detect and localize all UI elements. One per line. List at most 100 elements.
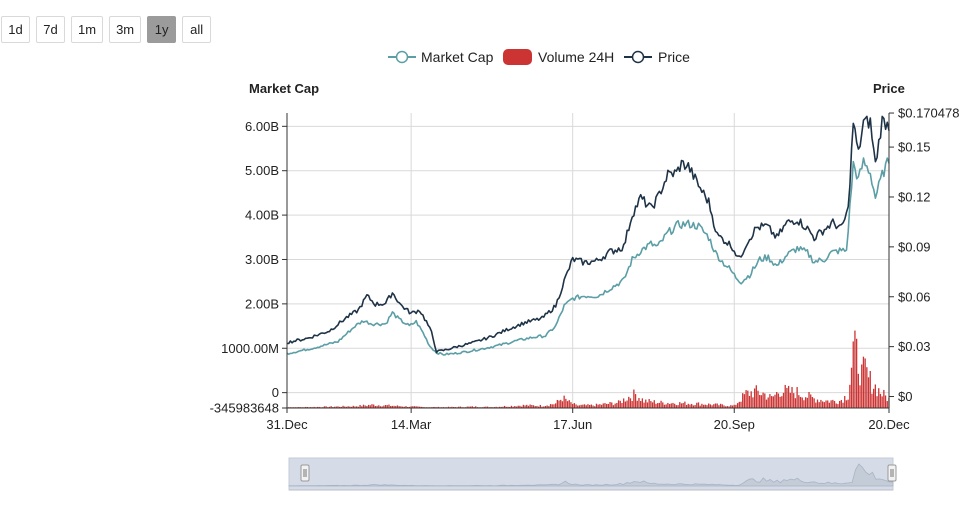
volume-bars xyxy=(286,330,890,408)
legend-item-volume[interactable]: Volume 24H xyxy=(503,49,614,65)
navigator-handle-right[interactable] xyxy=(887,464,897,482)
volume-bar xyxy=(469,406,472,408)
volume-bar xyxy=(714,403,717,408)
range-button-1y[interactable]: 1y xyxy=(147,16,177,43)
volume-bar xyxy=(333,406,336,408)
range-button-3m[interactable]: 3m xyxy=(109,16,142,43)
volume-bar xyxy=(643,402,645,408)
volume-bar xyxy=(379,406,382,408)
volume-bar xyxy=(536,405,538,408)
range-button-1d[interactable]: 1d xyxy=(1,16,30,43)
volume-bar xyxy=(306,406,309,408)
volume-bar xyxy=(663,404,666,408)
volume-bar xyxy=(352,405,354,408)
range-button-7d[interactable]: 7d xyxy=(36,16,65,43)
volume-bar xyxy=(364,405,366,408)
volume-bar xyxy=(524,405,526,408)
volume-bar xyxy=(718,405,720,408)
volume-bar xyxy=(434,406,436,408)
volume-bar xyxy=(762,392,764,408)
volume-bar xyxy=(872,388,875,408)
x-axis-ticks: 31.Dec 14.Mar 17.Jun 20.Sep 20.Dec xyxy=(266,408,910,432)
volume-bar xyxy=(626,400,628,408)
volume-bar xyxy=(871,393,873,408)
volume-bar xyxy=(646,402,649,408)
volume-bar xyxy=(721,404,723,408)
volume-bar xyxy=(539,404,541,408)
volume-bar xyxy=(738,401,740,408)
volume-bar xyxy=(804,397,807,408)
volume-bar xyxy=(706,405,708,408)
volume-bar xyxy=(813,398,815,408)
legend-label-volume: Volume 24H xyxy=(538,49,614,65)
volume-bar xyxy=(582,404,584,408)
volume-bar xyxy=(886,401,888,408)
volume-bar xyxy=(745,390,747,408)
range-button-all[interactable]: all xyxy=(182,16,212,43)
volume-bar xyxy=(835,403,837,408)
volume-bar xyxy=(566,401,569,408)
volume-bar xyxy=(376,405,378,408)
volume-bar xyxy=(560,399,562,408)
volume-bar xyxy=(614,403,616,408)
volume-bar xyxy=(577,405,579,408)
legend-label-market-cap: Market Cap xyxy=(421,49,494,65)
volume-bar xyxy=(359,404,361,408)
volume-bar xyxy=(869,370,871,408)
volume-bar xyxy=(852,341,854,408)
volume-bar xyxy=(502,406,504,408)
volume-bar xyxy=(757,390,759,408)
volume-bar xyxy=(881,396,883,408)
volume-bar xyxy=(832,399,834,408)
volume-bar xyxy=(616,403,618,408)
volume-bar xyxy=(503,405,506,408)
volume-bar xyxy=(874,384,876,408)
volume-bar xyxy=(514,406,516,408)
volume-bar xyxy=(403,406,405,408)
volume-bar xyxy=(640,401,642,408)
volume-bar xyxy=(350,406,353,408)
volume-bar xyxy=(543,406,545,408)
volume-bar xyxy=(398,406,400,408)
volume-bar xyxy=(764,393,766,408)
volume-bar xyxy=(866,367,868,408)
right-axis-title: Price xyxy=(873,81,905,96)
right-axis-ticks: $0 $0.03 $0.06 $0.09 $0.12 $0.15 $0.170478 xyxy=(889,106,959,404)
volume-bar xyxy=(793,393,795,408)
volume-bar xyxy=(571,403,574,408)
volume-bar xyxy=(692,405,695,408)
volume-bar xyxy=(551,404,553,408)
legend-item-market-cap[interactable]: Market Cap xyxy=(388,49,494,65)
volume-bar xyxy=(794,398,797,408)
range-button-1m[interactable]: 1m xyxy=(71,16,104,43)
volume-bar xyxy=(803,400,805,408)
navigator[interactable] xyxy=(288,457,897,491)
legend-item-price[interactable]: Price xyxy=(624,49,690,65)
volume-bar xyxy=(854,330,856,408)
volume-bar xyxy=(361,406,363,408)
volume-bar xyxy=(779,396,781,408)
volume-bar xyxy=(864,358,866,408)
volume-bar xyxy=(604,403,606,408)
volume-bar xyxy=(534,406,536,408)
volume-bar xyxy=(765,399,768,408)
volume-bar xyxy=(408,406,411,408)
navigator-handle-left[interactable] xyxy=(300,464,310,482)
volume-bar xyxy=(563,395,565,408)
volume-bar xyxy=(776,391,778,408)
volume-bar xyxy=(561,401,564,408)
volume-bar xyxy=(713,404,715,408)
volume-bar xyxy=(641,398,644,408)
volume-bar xyxy=(413,406,416,408)
volume-bar xyxy=(670,403,672,408)
series-line-market-cap xyxy=(286,157,890,356)
volume-bar xyxy=(558,400,560,408)
volume-bar xyxy=(728,406,730,408)
volume-bar xyxy=(876,396,878,408)
right-tick-label: $0.06 xyxy=(898,289,931,304)
volume-bar xyxy=(719,403,722,408)
volume-bar xyxy=(825,400,827,408)
left-tick-label: 0 xyxy=(272,385,279,400)
volume-bar xyxy=(621,402,623,408)
